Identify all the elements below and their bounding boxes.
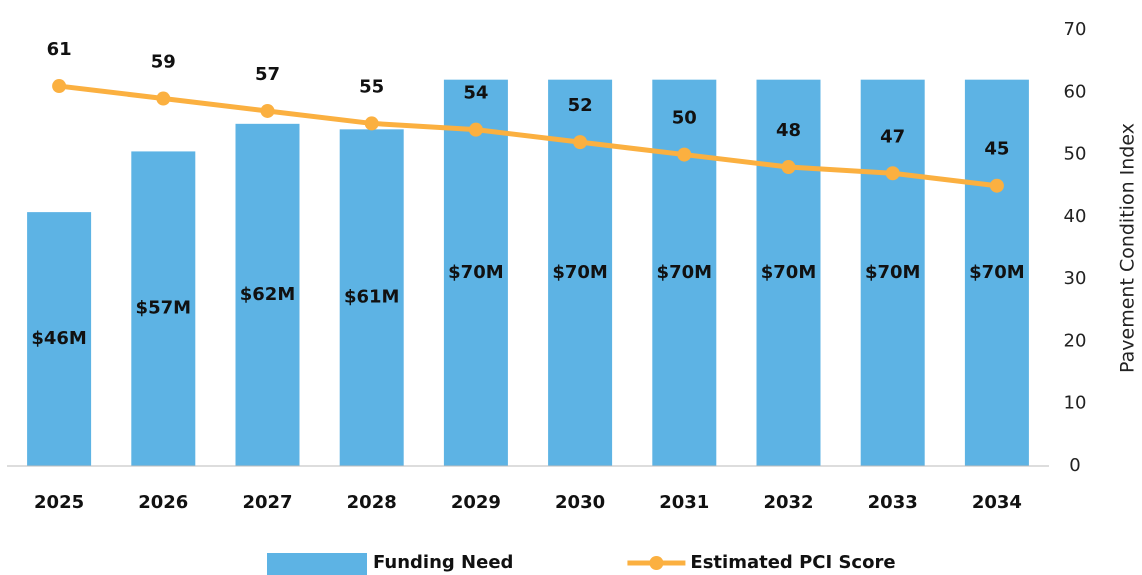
x-tick-label: 2033 xyxy=(868,492,918,513)
bar xyxy=(964,79,1029,466)
line-marker xyxy=(468,122,483,137)
y2-tick-label: 0 xyxy=(1069,455,1080,476)
line-marker xyxy=(885,166,900,181)
x-tick-label: 2026 xyxy=(138,492,188,513)
legend-swatch xyxy=(267,553,367,575)
bar-label: $70M xyxy=(552,262,608,283)
bar xyxy=(443,79,508,466)
bar xyxy=(27,212,92,466)
bar xyxy=(235,123,300,466)
x-tick-label: 2029 xyxy=(451,492,501,513)
x-tick-label: 2027 xyxy=(242,492,292,513)
x-tick-label: 2031 xyxy=(659,492,709,513)
bar-label: $70M xyxy=(448,262,504,283)
line xyxy=(58,83,998,189)
x-tick-label: 2032 xyxy=(763,492,813,513)
bar-label: $70M xyxy=(761,262,817,283)
line-label: 45 xyxy=(984,139,1009,160)
line-marker xyxy=(677,147,692,162)
legend-marker xyxy=(649,556,664,570)
x-tick-label: 2025 xyxy=(34,492,84,513)
bar xyxy=(131,151,196,466)
line-marker xyxy=(260,103,275,118)
line-marker xyxy=(781,160,796,175)
y2-tick-label: 40 xyxy=(1064,206,1087,227)
line-label: 61 xyxy=(47,39,72,60)
bar xyxy=(339,129,404,466)
x-tick-label: 2028 xyxy=(347,492,397,513)
line-label: 52 xyxy=(568,95,593,116)
x-tick-label: 2030 xyxy=(555,492,605,513)
bar xyxy=(860,79,925,466)
line-marker xyxy=(989,178,1004,193)
legend-label: Estimated PCI Score xyxy=(690,552,895,573)
bar-label: $46M xyxy=(31,328,87,349)
x-tick-label: 2034 xyxy=(972,492,1022,513)
line-label: 57 xyxy=(255,64,280,85)
bar-label: $57M xyxy=(136,298,192,319)
line-label: 59 xyxy=(151,52,176,73)
line-label: 47 xyxy=(880,126,905,147)
line-label: 50 xyxy=(672,108,697,129)
bar-label: $70M xyxy=(969,262,1025,283)
y2-tick-label: 50 xyxy=(1064,144,1087,165)
line-label: 55 xyxy=(359,76,384,97)
bar-label: $70M xyxy=(657,262,713,283)
line-marker xyxy=(573,135,588,150)
bar-label: $61M xyxy=(344,287,400,308)
line-marker xyxy=(364,116,379,131)
bar xyxy=(756,79,821,466)
line-label: 48 xyxy=(776,120,801,141)
bar xyxy=(652,79,717,466)
line-marker xyxy=(156,91,171,106)
y2-tick-label: 70 xyxy=(1064,19,1087,40)
y2-tick-label: 10 xyxy=(1064,393,1087,414)
bar-label: $62M xyxy=(240,284,296,305)
y2-tick-label: 20 xyxy=(1064,330,1087,351)
y2-tick-label: 30 xyxy=(1064,268,1087,289)
line-marker xyxy=(52,79,67,94)
legend-label: Funding Need xyxy=(373,552,513,573)
y2-axis-title: Pavement Condition Index xyxy=(1117,123,1139,373)
y2-tick-label: 60 xyxy=(1064,81,1087,102)
line-label: 54 xyxy=(463,83,488,104)
bar-label: $70M xyxy=(865,262,921,283)
